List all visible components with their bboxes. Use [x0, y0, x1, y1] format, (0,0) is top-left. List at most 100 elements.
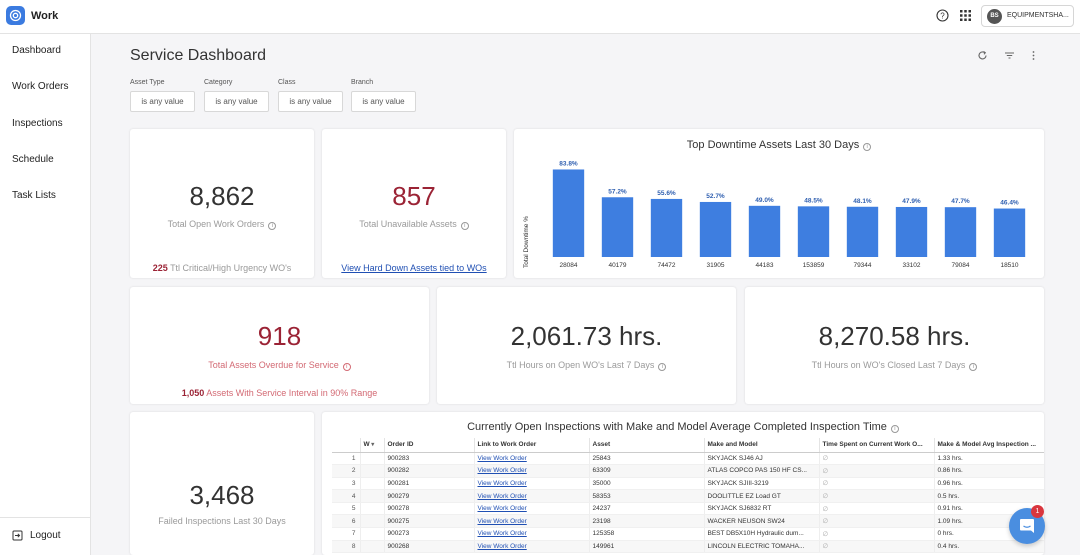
filter-class[interactable]: is any value: [278, 91, 343, 112]
cell-w: [360, 514, 385, 529]
info-icon[interactable]: i: [658, 363, 667, 371]
view-work-order-link[interactable]: View Work Order: [477, 467, 527, 475]
unavailable-assets-label-text: Total Unavailable Assets: [359, 219, 457, 229]
sort-desc-icon[interactable]: ▾: [369, 442, 375, 449]
cell-link: View Work Order: [474, 464, 590, 478]
apps-grid-icon[interactable]: [959, 9, 972, 22]
chart-bar-153859[interactable]: [797, 206, 830, 257]
chart-bar-79344[interactable]: [846, 206, 879, 257]
cell-order-id: 900268: [384, 540, 475, 554]
cell-order-id: 900279: [384, 489, 475, 503]
chart-title-text: Top Downtime Assets Last 30 Days: [686, 139, 860, 151]
view-work-order-link[interactable]: View Work Order: [477, 542, 527, 550]
open-work-orders-label: Total Open Work Orders i: [130, 219, 314, 230]
avatar: BS: [987, 9, 1002, 24]
chart-bar-74472[interactable]: [650, 198, 683, 257]
cell-asset: 63309: [589, 464, 705, 478]
cell-time-spent: ∅: [819, 489, 935, 503]
top-bar: Work ? BS EQUIPMENTSHA...: [0, 0, 1080, 34]
critical-urgency-text: Ttl Critical/High Urgency WO's: [170, 263, 292, 273]
svg-text:?: ?: [940, 11, 945, 20]
unavailable-assets-value: 857: [392, 181, 436, 211]
view-work-order-link[interactable]: View Work Order: [477, 479, 527, 487]
info-icon[interactable]: i: [342, 363, 351, 371]
table-row: 7 900273 View Work Order 125358 BEST DB5X10H…: [332, 527, 1044, 541]
card-hours-open: 2,061.73 hrs. Ttl Hours on Open WO's Las…: [437, 287, 736, 404]
chart-bar-79084[interactable]: [944, 207, 977, 257]
help-icon[interactable]: ?: [936, 9, 949, 22]
column-header-w[interactable]: W ▾: [360, 438, 385, 453]
filter-category[interactable]: is any value: [204, 91, 269, 112]
table-header-row: W ▾ Order ID Link to Work Order Asset Ma…: [332, 438, 1044, 453]
view-work-order-link[interactable]: View Work Order: [477, 530, 527, 538]
chart-bar-18510[interactable]: [993, 208, 1026, 257]
cell-link: View Work Order: [474, 502, 590, 516]
cell-w: [360, 452, 385, 466]
more-options-icon[interactable]: [1028, 50, 1039, 61]
cell-make-model: LINCOLN ELECTRIC TOMAHA...: [704, 540, 820, 554]
info-icon[interactable]: i: [460, 222, 469, 230]
column-header-time-spent[interactable]: Time Spent on Current Work O...: [819, 438, 935, 453]
column-header-link[interactable]: Link to Work Order: [474, 438, 590, 453]
sidebar-item-inspections[interactable]: Inspections: [12, 118, 63, 129]
card-top-downtime-chart: Top Downtime Assets Last 30 Days i Total …: [514, 129, 1044, 278]
downtime-bar-chart: Total Downtime % 83.8% 28084 57.2% 40179 55.…: [523, 160, 1026, 269]
sidebar-divider: [0, 517, 91, 518]
service-interval-line: 1,050 Assets With Service Interval in 90…: [130, 388, 429, 398]
null-value-icon: ∅: [822, 530, 829, 538]
logout-label: Logout: [30, 530, 61, 541]
failed-inspections-value: 3,468: [189, 480, 255, 510]
chart-bar-31905[interactable]: [699, 201, 732, 257]
overdue-service-value: 918: [257, 321, 302, 351]
filter-icon[interactable]: [1004, 50, 1015, 61]
cell-order-id: 900278: [384, 502, 475, 516]
view-work-order-link[interactable]: View Work Order: [477, 454, 527, 462]
hours-open-value: 2,061.73 hrs.: [510, 321, 663, 351]
view-work-order-link[interactable]: View Work Order: [477, 505, 527, 513]
filter-branch[interactable]: is any value: [351, 91, 416, 112]
info-icon[interactable]: i: [890, 425, 899, 433]
sidebar-item-work-orders[interactable]: Work Orders: [12, 81, 69, 92]
inspections-table: W ▾ Order ID Link to Work Order Asset Ma…: [332, 438, 1044, 554]
column-header-order-id[interactable]: Order ID: [384, 438, 475, 453]
cell-time-spent: ∅: [819, 502, 935, 516]
sidebar-item-task-lists[interactable]: Task Lists: [12, 190, 56, 201]
view-work-order-link[interactable]: View Work Order: [477, 492, 527, 500]
column-header-make-model[interactable]: Make and Model: [704, 438, 820, 453]
chart-data-label: 47.9%: [902, 198, 921, 205]
info-icon[interactable]: i: [268, 222, 277, 230]
chart-bar-33102[interactable]: [895, 206, 928, 257]
account-menu-button[interactable]: BS EQUIPMENTSHA...: [981, 5, 1074, 27]
refresh-icon[interactable]: [977, 50, 988, 61]
service-interval-count: 1,050: [181, 388, 205, 398]
column-header-asset[interactable]: Asset: [589, 438, 705, 453]
overdue-service-label-text: Total Assets Overdue for Service: [208, 360, 339, 370]
row-number-header: [332, 438, 361, 453]
view-work-order-link[interactable]: View Work Order: [477, 517, 527, 525]
overdue-service-label: Total Assets Overdue for Service i: [130, 360, 429, 371]
table-title: Currently Open Inspections with Make and…: [322, 421, 1044, 433]
null-value-icon: ∅: [822, 518, 829, 526]
cell-make-model: WACKER NEUSON SW24: [704, 514, 820, 529]
app-logo-icon[interactable]: [6, 6, 25, 25]
chart-data-label: 48.5%: [804, 197, 823, 204]
chart-bar-40179[interactable]: [601, 197, 634, 257]
info-icon[interactable]: i: [863, 143, 872, 151]
hard-down-assets-link[interactable]: View Hard Down Assets tied to WOs: [341, 263, 487, 273]
column-header-avg-inspection[interactable]: Make & Model Avg Inspection ...: [934, 438, 1044, 453]
critical-urgency-line: 225 Ttl Critical/High Urgency WO's: [130, 263, 314, 273]
chart-bar-28084[interactable]: [552, 169, 585, 257]
cell-w: [360, 477, 385, 491]
table-row: 4 900279 View Work Order 58353 DOOLITTLE EZ …: [332, 489, 1044, 503]
cell-time-spent: ∅: [819, 464, 935, 478]
info-icon[interactable]: i: [969, 363, 978, 371]
sidebar-item-dashboard[interactable]: Dashboard: [12, 45, 61, 56]
notification-badge: 1: [1031, 505, 1044, 518]
cell-asset: 24237: [589, 502, 705, 516]
cell-order-id: 900273: [384, 527, 475, 541]
hours-closed-value: 8,270.58 hrs.: [818, 321, 971, 351]
hard-down-link-wrap: View Hard Down Assets tied to WOs: [322, 263, 506, 273]
chart-bar-44183[interactable]: [748, 205, 781, 257]
sidebar-item-schedule[interactable]: Schedule: [12, 154, 54, 165]
filter-asset-type[interactable]: is any value: [130, 91, 195, 112]
